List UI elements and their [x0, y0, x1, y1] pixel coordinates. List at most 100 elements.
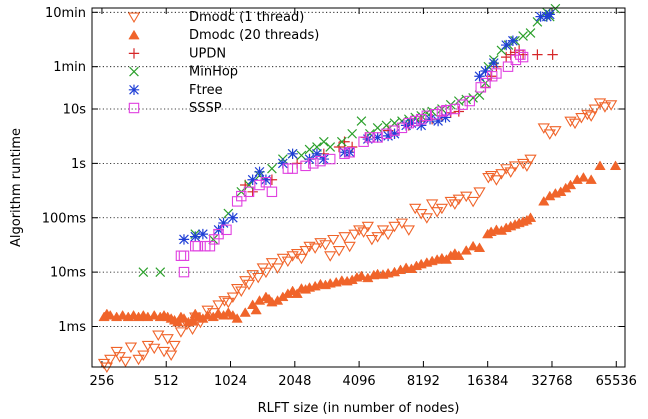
series-0 [97, 98, 618, 374]
data-point [295, 253, 308, 265]
data-point [314, 238, 327, 249]
legend-label: Dmodc (1 thread) [189, 10, 304, 25]
x-tick-label: 2048 [278, 374, 311, 389]
y-tick-label: 1s [71, 157, 86, 172]
data-point [480, 77, 491, 89]
legend-marker [128, 29, 140, 40]
data-point [525, 28, 536, 38]
data-point [585, 174, 597, 184]
data-point [430, 207, 444, 218]
data-point [507, 35, 519, 46]
data-point [468, 93, 478, 103]
legend-marker [127, 12, 141, 24]
data-point [524, 212, 537, 222]
data-point [490, 175, 503, 186]
data-point [318, 136, 329, 147]
data-point [547, 49, 558, 60]
data-point [406, 117, 417, 129]
data-point [246, 270, 259, 281]
data-point [357, 227, 370, 238]
data-point [190, 231, 201, 242]
data-point [532, 49, 543, 60]
data-point [502, 61, 514, 72]
data-point [267, 163, 277, 174]
data-point [495, 169, 508, 180]
data-point [388, 221, 401, 233]
data-point [409, 203, 422, 215]
legend-entry: SSSP [128, 101, 222, 116]
legend-marker [129, 66, 139, 77]
y-tick-label: 10ms [50, 266, 86, 281]
data-point [178, 250, 190, 261]
data-point [568, 118, 582, 130]
data-point [515, 49, 526, 60]
data-point [197, 228, 209, 240]
data-point [421, 110, 433, 122]
data-point [516, 158, 530, 170]
y-axis-ticks: 1ms 10ms 100ms 1s 10s 1min 10min [42, 6, 625, 335]
data-point [564, 179, 577, 190]
data-point [473, 242, 486, 252]
data-point [355, 270, 368, 281]
data-point [427, 106, 437, 117]
data-point [347, 128, 357, 139]
data-point [372, 132, 383, 143]
data-point [435, 203, 449, 215]
data-point [336, 136, 347, 147]
series-4 [178, 9, 555, 245]
data-point [266, 186, 278, 198]
legend-label: SSSP [189, 101, 222, 116]
data-point [308, 243, 322, 254]
x-axis-title: RLFT size (in number of nodes) [258, 401, 460, 416]
data-point [119, 356, 132, 368]
data-point [287, 163, 298, 174]
data-point [473, 187, 486, 198]
data-point [218, 296, 231, 307]
data-point [124, 342, 138, 354]
data-point [538, 195, 550, 206]
x-tick-label: 8192 [407, 374, 440, 389]
data-point [500, 39, 512, 51]
data-point [254, 166, 265, 177]
legend-label: UPDN [189, 46, 226, 61]
data-point [190, 240, 201, 252]
data-point [235, 286, 248, 298]
data-point [371, 232, 384, 243]
data-point [415, 120, 427, 131]
data-point [319, 240, 332, 251]
data-point [389, 128, 400, 139]
y-tick-label: 1ms [58, 320, 86, 335]
data-point [460, 191, 473, 203]
data-point [343, 241, 356, 253]
data-point [488, 57, 500, 69]
data-point [155, 267, 166, 277]
data-point [244, 180, 254, 190]
data-point [353, 225, 366, 236]
data-point [440, 112, 451, 123]
data-point [97, 358, 111, 370]
x-tick-label: 256 [90, 374, 115, 389]
data-point [409, 115, 421, 127]
data-point [517, 49, 529, 60]
data-point [429, 109, 441, 120]
data-point [137, 350, 150, 361]
data-point [218, 217, 229, 229]
data-point [403, 117, 415, 129]
data-point [291, 288, 303, 298]
data-point [389, 125, 400, 136]
data-point [247, 174, 258, 185]
y-tick-label: 100ms [42, 211, 86, 226]
data-point [260, 174, 272, 185]
data-point [575, 112, 588, 124]
data-point [178, 234, 190, 245]
data-point [250, 304, 262, 315]
data-point [212, 300, 225, 311]
data-point [175, 250, 187, 261]
data-point [441, 104, 452, 116]
data-point [243, 186, 255, 198]
data-point [192, 240, 204, 252]
data-point [148, 309, 160, 320]
data-point [416, 110, 427, 121]
data-point [222, 297, 235, 309]
